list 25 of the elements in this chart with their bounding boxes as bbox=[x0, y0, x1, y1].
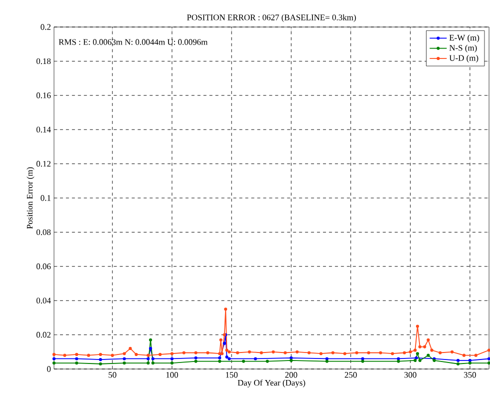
y-tick-label: 0.12 bbox=[36, 160, 51, 167]
y-tick-label: 0.16 bbox=[36, 92, 51, 98]
x-tick-label: 200 bbox=[285, 372, 298, 378]
y-tick-label: 0 bbox=[47, 366, 51, 372]
y-tick-label: 0.14 bbox=[36, 126, 51, 132]
x-tick-label: 350 bbox=[464, 372, 476, 378]
y-tick-label: 0.18 bbox=[36, 58, 51, 64]
x-tick-label: 100 bbox=[166, 372, 178, 378]
y-tick-label: 0.04 bbox=[36, 298, 51, 304]
x-tick-label: 300 bbox=[404, 372, 416, 378]
legend-label: U-D (m) bbox=[449, 54, 478, 63]
y-tick-label: 0.2 bbox=[40, 24, 51, 30]
y-tick-label: 0.1 bbox=[40, 195, 50, 201]
legend-label: N-S (m) bbox=[449, 44, 477, 52]
x-tick-label: 150 bbox=[226, 372, 238, 378]
legend-label: E-W (m) bbox=[449, 34, 480, 42]
x-axis-title: Day Of Year (Days) bbox=[238, 380, 306, 388]
y-tick-label: 0.02 bbox=[36, 332, 51, 338]
y-axis-title: Position Error (m) bbox=[26, 167, 34, 229]
chart-title: POSITION ERROR : 0627 (BASELINE= 0.3km) bbox=[187, 14, 356, 22]
x-tick-label: 250 bbox=[344, 372, 357, 378]
x-tick-label: 50 bbox=[108, 372, 116, 378]
annotation: RMS : E: 0.0063m N: 0.0044m U: 0.0096m bbox=[58, 39, 208, 45]
y-tick-label: 0.08 bbox=[36, 229, 51, 236]
y-tick-label: 0.06 bbox=[36, 264, 51, 270]
